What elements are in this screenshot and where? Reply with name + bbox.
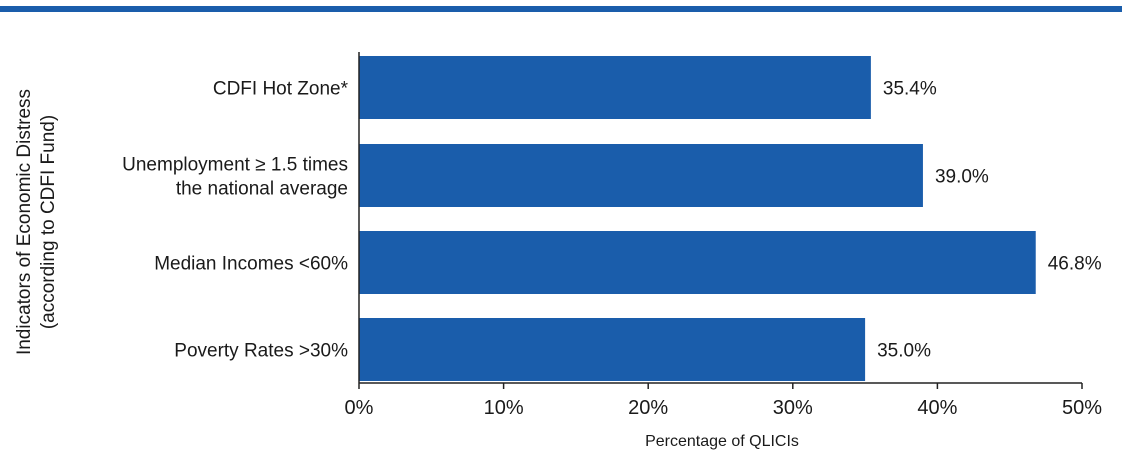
bar-4 <box>359 318 866 381</box>
value-label-1: 35.4% <box>883 79 937 100</box>
value-labels: 35.4% 39.0% 46.8% 35.0% <box>877 79 1102 362</box>
bar-2 <box>359 144 923 207</box>
x-ticks: 0% 10% 20% 30% 40% 50% <box>345 383 1102 419</box>
x-tick-label-5: 40% <box>917 397 957 419</box>
category-label-3: Median Incomes <60% <box>154 254 348 275</box>
category-label-2-line-2: the national average <box>176 179 348 200</box>
y-axis-title-line-2: (according to CDFI Fund) <box>38 115 59 329</box>
category-label-4: Poverty Rates >30% <box>174 341 348 362</box>
bar-3 <box>359 231 1036 294</box>
x-tick-label-1: 0% <box>345 397 374 419</box>
category-label-2-line-1: Unemployment ≥ 1.5 times <box>122 155 348 176</box>
x-tick-label-2: 10% <box>484 397 524 419</box>
category-label-1: CDFI Hot Zone* <box>213 79 349 100</box>
x-tick-label-4: 30% <box>773 397 813 419</box>
axes <box>358 52 1082 384</box>
value-label-2: 39.0% <box>935 167 989 188</box>
header-rule <box>0 6 1122 12</box>
x-tick-label-3: 20% <box>628 397 668 419</box>
value-label-4: 35.0% <box>877 341 931 362</box>
bar-1 <box>359 56 871 119</box>
x-axis-title: Percentage of QLICIs <box>645 433 799 450</box>
x-tick-label-6: 50% <box>1062 397 1102 419</box>
category-labels: CDFI Hot Zone* Unemployment ≥ 1.5 times th… <box>122 79 348 362</box>
y-axis-title-line-1: Indicators of Economic Distress <box>14 89 35 355</box>
y-axis-title: Indicators of Economic Distress (accordin… <box>14 89 59 355</box>
bars <box>359 56 1036 381</box>
value-label-3: 46.8% <box>1048 254 1102 275</box>
